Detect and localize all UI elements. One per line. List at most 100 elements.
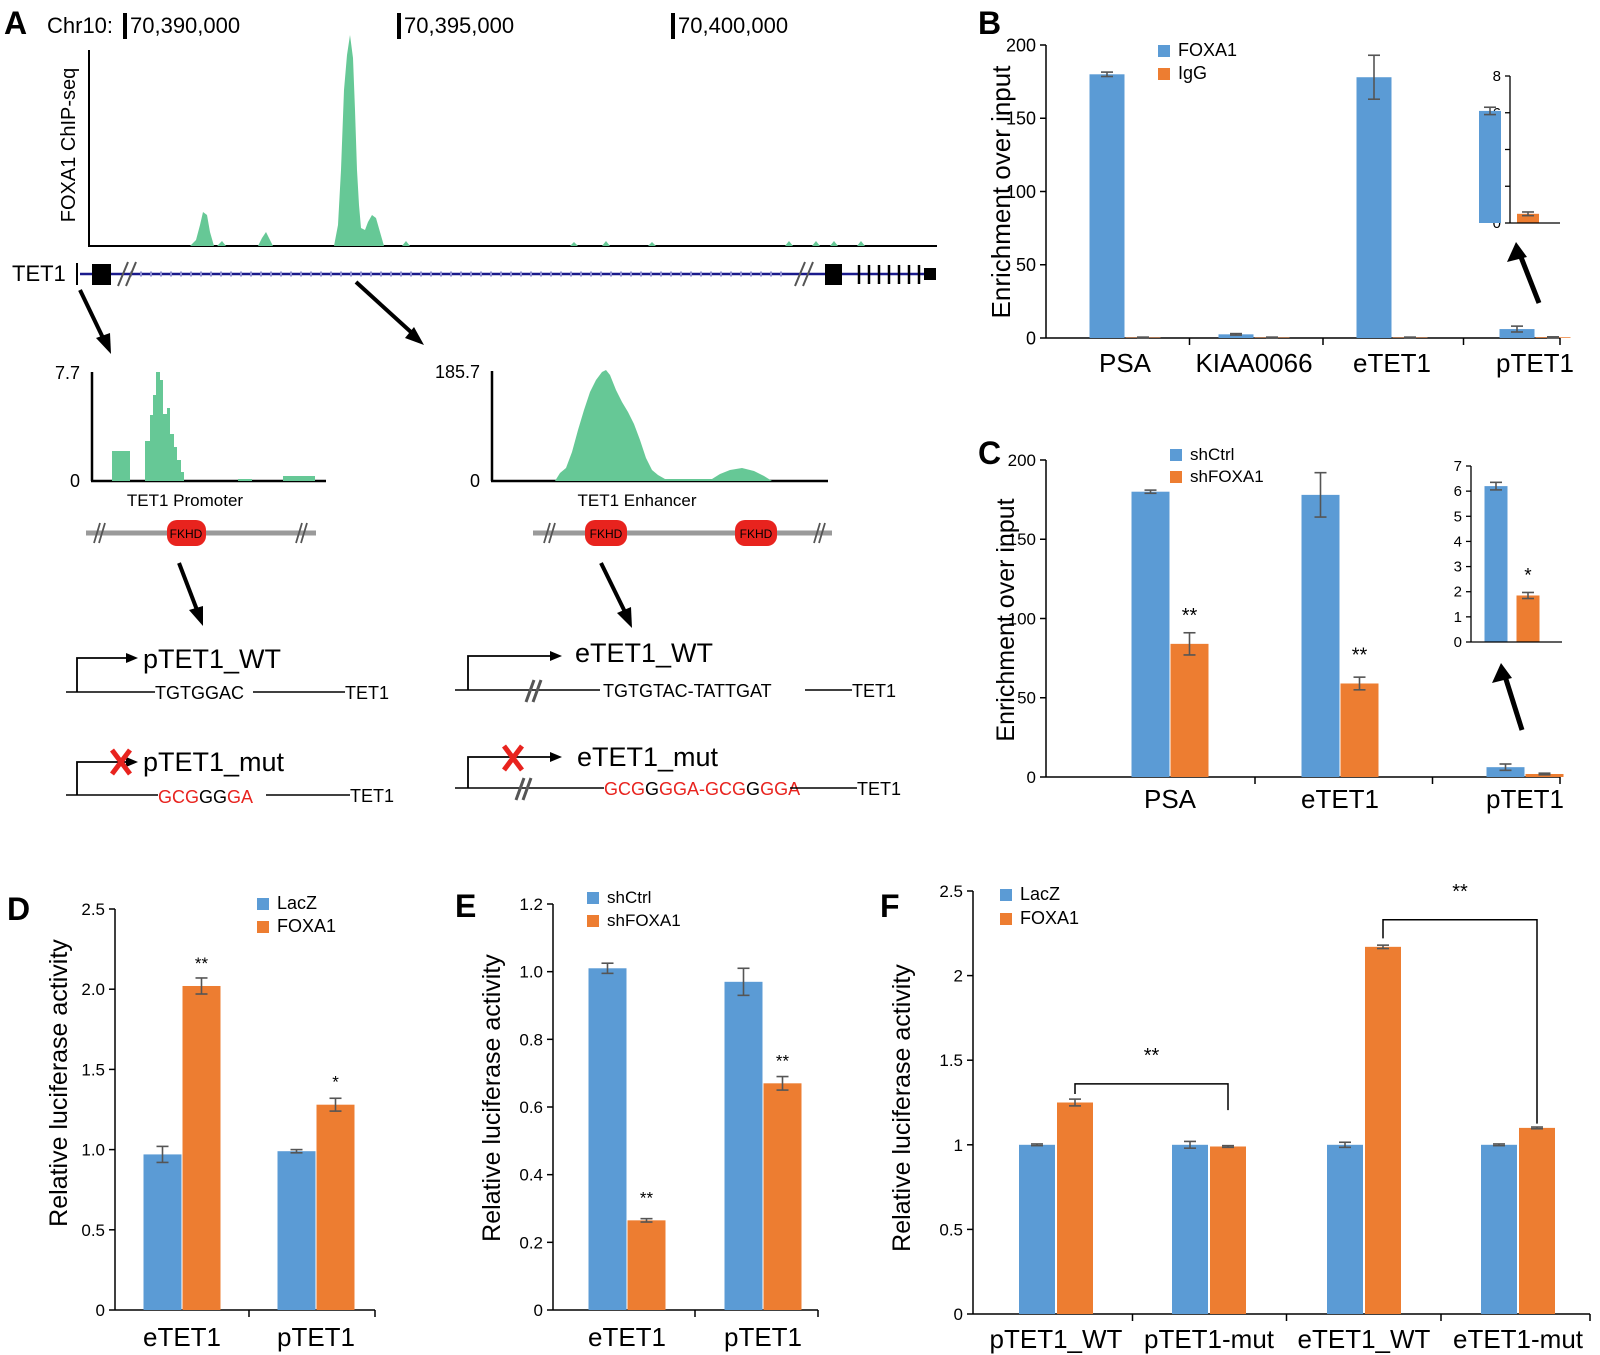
enhancer-ymin: 0 [470, 471, 480, 491]
e-wt-break [524, 679, 543, 703]
promoter-caption: TET1 Promoter [127, 491, 244, 510]
inset-significance-marker: * [1524, 565, 1532, 586]
coord-tick-1 [123, 13, 127, 39]
y-tick-label: 50 [1017, 689, 1036, 708]
bar-foxa1-ptet1 [1499, 329, 1535, 338]
bar-lacz-ptet1_wt [1019, 1144, 1055, 1314]
arrow-to-promoter [78, 289, 111, 354]
inset-y-tick-label: 5 [1454, 508, 1462, 525]
p-mut-x-mark [110, 748, 132, 776]
bar-shfoxa1-ptet1 [763, 1083, 802, 1310]
bar-foxa1-ptet1 [316, 1104, 355, 1310]
legend-label: FOXA1 [1178, 40, 1237, 60]
gene-break-left [117, 261, 137, 287]
y-tick-label: 1.5 [81, 1060, 105, 1079]
x-tick-label: PSA [1099, 348, 1152, 378]
y-tick-label: 0 [954, 1305, 963, 1324]
coord-tick-2 [397, 13, 401, 39]
y-tick-label: 0 [534, 1301, 543, 1320]
inset-bar-shctrl [1484, 486, 1508, 642]
inset-arrow [1516, 251, 1542, 304]
y-axis-label: Relative luciferase activity [45, 939, 73, 1227]
bar-lacz-ptet1-mut [1172, 1144, 1208, 1314]
x-tick-label: pTET1 [1496, 348, 1574, 378]
construct-p-wt: pTET1_WT TGTGGAC TET1 [66, 644, 389, 703]
enhancer-break-marks [543, 522, 826, 544]
arrow-enhancer-construct [599, 562, 632, 628]
e-mut-break [514, 777, 533, 801]
enhancer-peak [555, 370, 772, 481]
significance-bracket [1074, 1083, 1229, 1111]
y-tick-label: 0 [1027, 768, 1036, 787]
promoter-fkhd-motif [167, 520, 206, 546]
y-tick-label: 2.5 [939, 882, 963, 901]
legend-label: shFOXA1 [607, 911, 681, 930]
tet1-small-exons [857, 265, 921, 284]
inset-y-tick-label: 7 [1454, 458, 1462, 475]
e-mut-x-mark [502, 744, 524, 772]
legend-swatch-shfoxa1 [587, 915, 599, 927]
inset-y-tick-label: 3 [1454, 559, 1462, 576]
significance-bracket [1382, 919, 1538, 1124]
panel-b-chart: B 0 50 100 150 200 Enrichment over input PSA KIA… [978, 5, 1574, 378]
enhancer-ymax: 185.7 [435, 362, 480, 382]
y-tick-label: 100 [1008, 609, 1036, 628]
enhancer-fkhd-label-1: FKHD [590, 527, 623, 541]
legend-label: LacZ [277, 893, 317, 913]
arrow-promoter-construct [177, 562, 203, 626]
chipseq-peaks [190, 35, 865, 246]
x-tick-label: pTET1-mut [1144, 1324, 1275, 1354]
enhancer-fkhd-motif-2 [735, 520, 777, 546]
x-tick-label: pTET1 [277, 1322, 355, 1352]
x-tick-label: eTET1 [588, 1322, 666, 1352]
tet1-gene-label: TET1 [12, 261, 66, 286]
legend-label: IgG [1178, 63, 1207, 83]
legend-swatch-shctrl [587, 892, 599, 904]
p-wt-seq: TGTGGAC [155, 683, 244, 703]
inset-y-tick-label: 8 [1493, 68, 1501, 85]
legend-swatch-lacz [257, 898, 269, 910]
x-tick-label: eTET1_WT [1298, 1324, 1431, 1354]
panel-f-chart: F 0 0.5 1 1.5 2 2.5 Relative luciferase activit… [880, 881, 1591, 1354]
panel-d-letter: D [7, 891, 30, 927]
y-tick-label: 1.2 [519, 895, 543, 914]
panel-e-letter: E [455, 888, 476, 924]
x-tick-label: eTET1 [1353, 348, 1431, 378]
panel-e-chart: E 0 0.2 0.4 0.6 0.8 1.0 1.2 Relative luciferase … [455, 888, 819, 1352]
coord-label-2: 70,395,000 [404, 13, 514, 38]
y-tick-label: 1.0 [81, 1141, 105, 1160]
inset-chart: 0 1 2 3 4 5 6 7 * [1454, 458, 1562, 731]
e-mut-gene: TET1 [857, 779, 901, 799]
y-tick-label: 200 [1008, 451, 1036, 470]
gene-break-right [794, 261, 814, 287]
bar-lacz-ptet1 [277, 1151, 316, 1310]
legend-swatch-foxa1 [1158, 45, 1170, 57]
tet1-exon-1 [92, 264, 111, 285]
e-wt-name: eTET1_WT [575, 638, 713, 668]
y-axis-label: Relative luciferase activity [478, 954, 506, 1242]
legend-label: LacZ [1020, 884, 1060, 904]
p-wt-name: pTET1_WT [143, 644, 281, 674]
bar-foxa1-ptet1-mut [1210, 1146, 1246, 1314]
panel-b-letter: B [978, 5, 1001, 41]
y-tick-label: 100 [1006, 182, 1036, 202]
promoter-break-marks [93, 522, 308, 544]
bar-foxa1-etet1 [182, 985, 221, 1310]
promoter-ymin: 0 [70, 471, 80, 491]
significance-marker: ** [1144, 1045, 1160, 1067]
y-axis-label: Enrichment over input [992, 498, 1020, 741]
x-tick-label: pTET1 [1486, 784, 1564, 814]
x-tick-label: PSA [1144, 784, 1197, 814]
coord-tick-3 [671, 13, 675, 39]
promoter-peak [112, 372, 315, 481]
bar-shctrl-psa [1131, 491, 1170, 777]
inset-y-tick-label: 6 [1454, 483, 1462, 500]
significance-marker: ** [776, 1051, 790, 1070]
y-tick-label: 0.2 [519, 1233, 543, 1252]
coord-label-1: 70,390,000 [130, 13, 240, 38]
bar-lacz-etet1_wt [1327, 1144, 1363, 1314]
bar-foxa1-etet1-mut [1519, 1127, 1555, 1314]
